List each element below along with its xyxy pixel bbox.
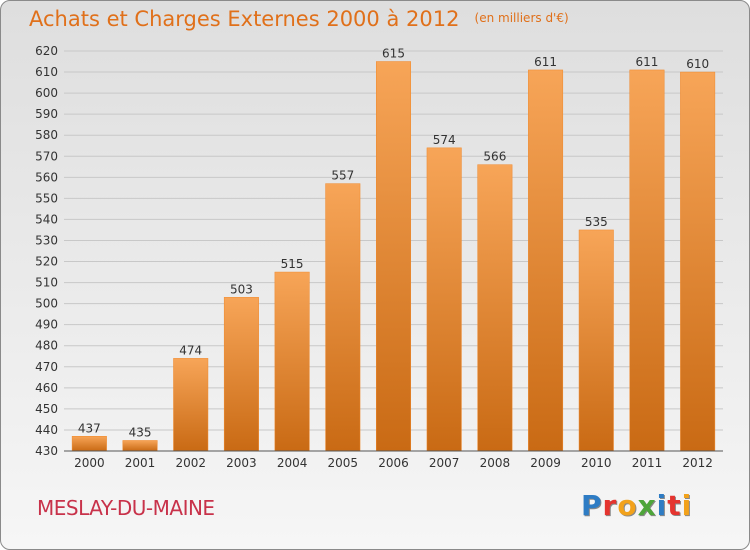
- y-tick-label: 570: [35, 149, 58, 163]
- chart-unit: (en milliers d'€): [474, 11, 569, 25]
- y-tick-label: 610: [35, 65, 58, 79]
- data-labels: 437 435 474 503 515 557 615 574 566 611 535 611 610: [78, 47, 709, 440]
- y-tick-label: 530: [35, 233, 58, 247]
- y-tick-label: 620: [35, 44, 58, 58]
- bar: [578, 229, 614, 452]
- data-label: 611: [636, 55, 659, 69]
- logo-letter: t: [667, 489, 682, 522]
- y-tick-label: 590: [35, 107, 58, 121]
- bar: [477, 164, 513, 452]
- y-tick-label: 540: [35, 212, 58, 226]
- x-tick-label: 2003: [226, 456, 257, 470]
- data-label: 503: [230, 282, 253, 296]
- y-tick-label: 480: [35, 339, 58, 353]
- data-label: 437: [78, 421, 101, 435]
- bar: [71, 436, 107, 452]
- y-tick-label: 600: [35, 86, 58, 100]
- data-label: 435: [129, 425, 152, 439]
- logo-letter: P: [581, 489, 603, 522]
- x-tick-label: 2005: [328, 456, 359, 470]
- y-tick-label: 440: [35, 423, 58, 437]
- logo-letter: o: [617, 489, 638, 522]
- bar: [426, 147, 462, 452]
- bar: [173, 358, 209, 452]
- y-tick-label: 430: [35, 444, 58, 458]
- data-label: 574: [433, 133, 456, 147]
- data-label: 615: [382, 47, 405, 61]
- chart-title-text: Achats et Charges Externes 2000 à 2012: [29, 7, 460, 31]
- y-tick-label: 550: [35, 191, 58, 205]
- data-label: 610: [686, 57, 709, 71]
- x-tick-labels: 2000 2001 2002 2003 2004 2005 2006 2007 2008 2009…: [74, 456, 713, 470]
- x-tick-label: 2012: [682, 456, 713, 470]
- data-label: 515: [281, 257, 304, 271]
- logo-letter: i: [681, 489, 693, 522]
- logo-letter: r: [602, 489, 618, 522]
- bar: [528, 69, 564, 452]
- y-tick-label: 470: [35, 360, 58, 374]
- bars: [71, 61, 716, 452]
- x-tick-label: 2001: [125, 456, 156, 470]
- data-label: 535: [585, 215, 608, 229]
- proxiti-logo[interactable]: Proxiti: [581, 489, 692, 522]
- data-label: 611: [534, 55, 557, 69]
- x-tick-label: 2000: [74, 456, 105, 470]
- y-tick-label: 580: [35, 128, 58, 142]
- x-tick-label: 2009: [530, 456, 561, 470]
- y-tick-label: 460: [35, 381, 58, 395]
- x-tick-label: 2007: [429, 456, 460, 470]
- city-name: MESLAY-DU-MAINE: [37, 496, 215, 520]
- bar: [629, 69, 665, 452]
- data-label: 474: [179, 343, 202, 357]
- bar: [223, 297, 259, 452]
- bar: [680, 71, 716, 452]
- chart-title: Achats et Charges Externes 2000 à 2012 (…: [29, 7, 569, 31]
- x-tick-label: 2002: [175, 456, 206, 470]
- y-tick-label: 520: [35, 255, 58, 269]
- y-tick-label: 450: [35, 402, 58, 416]
- y-tick-label: 500: [35, 297, 58, 311]
- logo-letter: i: [656, 489, 668, 522]
- logo-letter: x: [637, 489, 657, 522]
- data-label: 566: [483, 150, 506, 164]
- bar: [274, 271, 310, 452]
- data-label: 557: [331, 169, 354, 183]
- y-tick-label: 510: [35, 276, 58, 290]
- x-tick-label: 2006: [378, 456, 409, 470]
- y-tick-label: 490: [35, 318, 58, 332]
- x-tick-label: 2011: [632, 456, 663, 470]
- x-tick-label: 2004: [277, 456, 308, 470]
- x-tick-label: 2008: [480, 456, 511, 470]
- y-tick-labels: 430 440 450 460 470 480 490 500 510 520 530 540 550 5…: [35, 44, 58, 458]
- bar: [325, 183, 361, 452]
- bar: [376, 61, 411, 452]
- x-tick-label: 2010: [581, 456, 612, 470]
- bar: [122, 440, 158, 452]
- y-tick-label: 560: [35, 170, 58, 184]
